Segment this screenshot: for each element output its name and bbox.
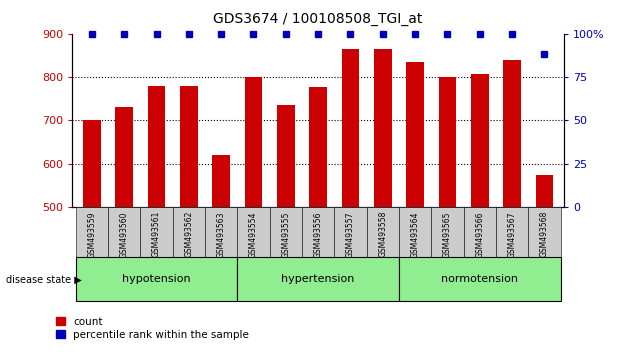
Bar [399,257,561,301]
Text: GSM493560: GSM493560 [120,211,129,258]
Text: GSM493561: GSM493561 [152,211,161,257]
Bar [244,77,262,207]
Bar [374,49,392,207]
Text: disease state ▶: disease state ▶ [6,275,82,285]
Bar [399,207,432,257]
Text: GSM493554: GSM493554 [249,211,258,258]
Bar [536,175,553,207]
Bar [83,120,101,207]
Text: GSM493559: GSM493559 [88,211,96,258]
Bar [406,62,424,207]
Text: GSM493566: GSM493566 [475,211,484,258]
Text: GSM493557: GSM493557 [346,211,355,258]
Bar [471,74,489,207]
Text: GSM493568: GSM493568 [540,211,549,257]
Legend: count, percentile rank within the sample: count, percentile rank within the sample [55,317,249,340]
Bar [341,49,359,207]
Bar [147,86,166,207]
Bar [432,207,464,257]
Text: GSM493558: GSM493558 [378,211,387,257]
Bar [238,207,270,257]
Bar [496,207,529,257]
Bar [180,86,198,207]
Text: GSM493564: GSM493564 [411,211,420,258]
Bar [367,207,399,257]
Bar [140,207,173,257]
Text: hypertension: hypertension [282,274,355,284]
Bar [115,107,133,207]
Bar [309,86,327,207]
Text: hypotension: hypotension [122,274,191,284]
Bar [529,207,561,257]
Text: GSM493556: GSM493556 [314,211,323,258]
Bar [270,207,302,257]
Bar [277,105,295,207]
Bar [108,207,140,257]
Bar [335,207,367,257]
Bar [173,207,205,257]
Bar [503,59,521,207]
Text: normotension: normotension [441,274,518,284]
Bar [302,207,335,257]
Bar [438,77,456,207]
Bar [464,207,496,257]
Text: GDS3674 / 100108508_TGI_at: GDS3674 / 100108508_TGI_at [214,12,423,27]
Bar [238,257,399,301]
Bar [212,155,230,207]
Text: GSM493563: GSM493563 [217,211,226,258]
Bar [76,207,108,257]
Bar [76,257,238,301]
Text: GSM493562: GSM493562 [185,211,193,257]
Bar [205,207,238,257]
Text: GSM493565: GSM493565 [443,211,452,258]
Text: GSM493567: GSM493567 [508,211,517,258]
Text: GSM493555: GSM493555 [282,211,290,258]
